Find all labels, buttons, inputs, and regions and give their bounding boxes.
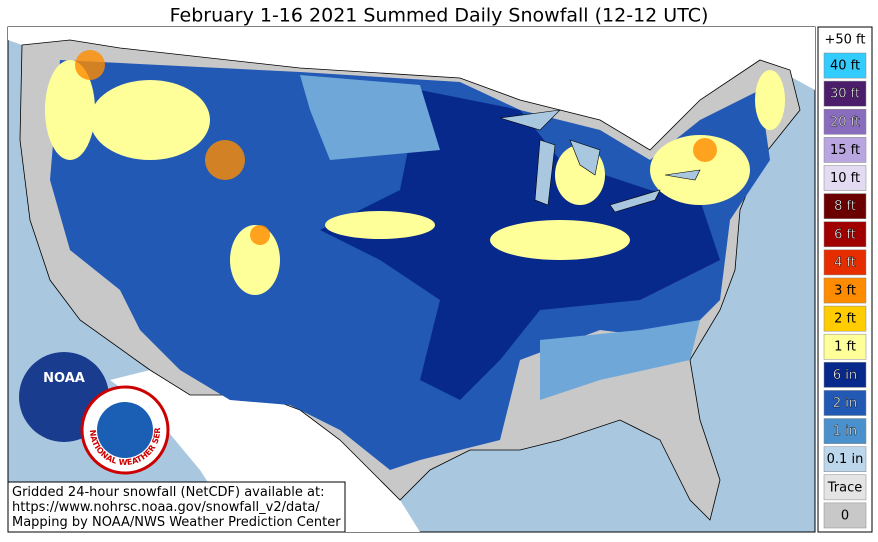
legend-label: 30 ft (830, 87, 860, 102)
legend-top-label: +50 ft (824, 33, 865, 48)
legend-swatch (823, 446, 867, 473)
noaa-text: NOAA (43, 371, 85, 386)
legend-label: 40 ft (830, 59, 860, 74)
legend-swatch (823, 390, 867, 416)
legend-swatch (823, 502, 867, 529)
legend-label: 6 ft (834, 227, 856, 242)
legend-label: 1 ft (834, 340, 856, 355)
footer-line: Mapping by NOAA/NWS Weather Prediction C… (12, 515, 341, 530)
footer-line: Gridded 24-hour snowfall (NetCDF) availa… (12, 485, 324, 500)
map: NOAA NATIONAL WEATHER SERVICE Gridded 24… (0, 0, 816, 533)
legend: +50 ft 40 ft 30 ft 20 ft 15 ft 10 ft 8 ft 6 ft… (823, 33, 867, 529)
legend-swatch (823, 52, 867, 79)
snow-1in-south (540, 320, 700, 400)
legend-swatch (823, 474, 867, 501)
legend-swatch (823, 249, 867, 276)
legend-swatch (823, 221, 867, 248)
footer-box (7, 481, 346, 533)
legend-swatch (823, 418, 867, 444)
legend-label: 0 (841, 508, 849, 523)
legend-label: 2 in (833, 396, 857, 411)
snow-1ft (45, 60, 785, 295)
legend-label: 2 ft (834, 312, 856, 327)
legend-label: 0.1 in (827, 452, 864, 467)
legend-swatch (823, 333, 867, 360)
legend-label: 4 ft (834, 255, 856, 270)
legend-label: Trace (827, 480, 863, 495)
legend-swatch (823, 108, 867, 135)
legend-swatch (823, 165, 867, 191)
nws-logo-inner (97, 402, 153, 458)
legend-label: 3 ft (834, 284, 856, 299)
legend-swatch (823, 137, 867, 163)
footer-line: https://www.nohrsc.noaa.gov/snowfall_v2/… (12, 500, 320, 515)
great-lakes (499, 109, 701, 213)
footer: Gridded 24-hour snowfall (NetCDF) availa… (12, 485, 341, 530)
title: February 1-16 2021 Summed Daily Snowfall… (170, 5, 709, 27)
legend-swatch (823, 193, 867, 219)
legend-label: 6 in (833, 368, 857, 383)
legend-label: 8 ft (834, 199, 856, 214)
legend-swatch (823, 362, 867, 388)
legend-swatch (823, 80, 867, 107)
legend-swatch (823, 277, 867, 304)
legend-label: 1 in (833, 424, 857, 439)
legend-label: 10 ft (830, 171, 860, 186)
legend-label: 20 ft (830, 115, 860, 130)
legend-label: 15 ft (830, 143, 860, 158)
snow-3ft (75, 50, 717, 245)
legend-swatch (823, 305, 867, 332)
snow-1in (300, 75, 440, 160)
